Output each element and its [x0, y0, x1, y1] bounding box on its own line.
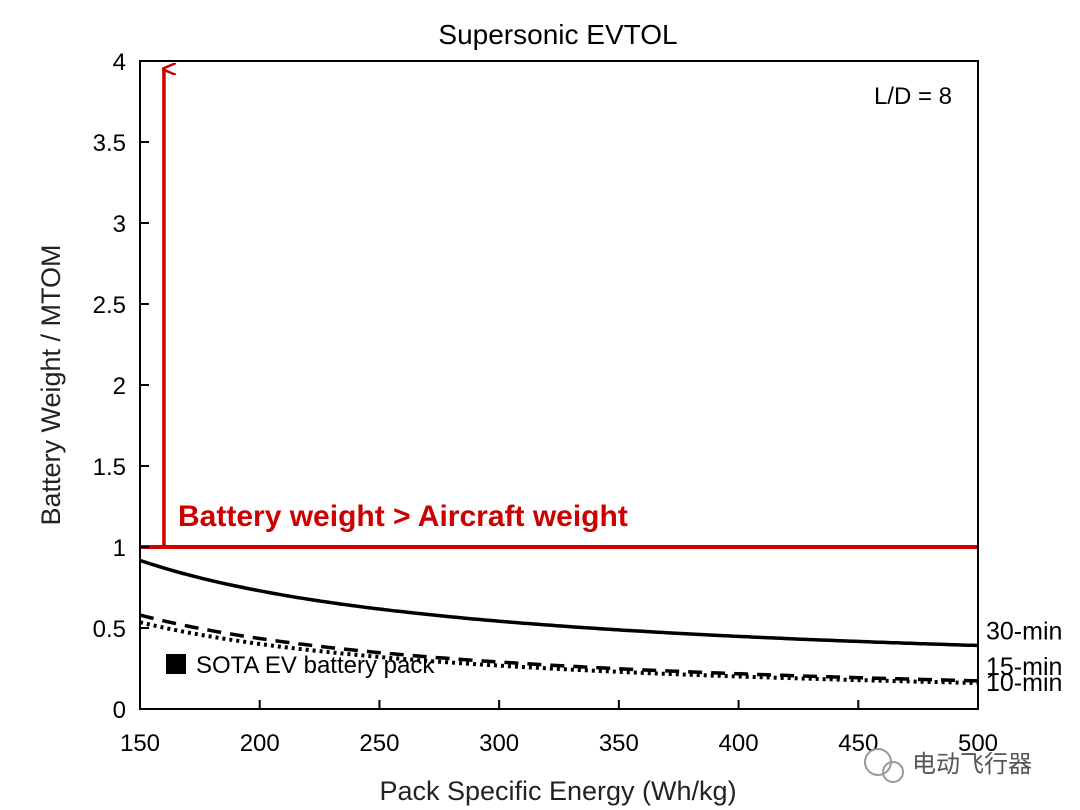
series-label-15-min: 15-min	[986, 653, 1062, 681]
y-tick-label: 2	[113, 373, 126, 400]
threshold-label: Battery weight > Aircraft weight	[178, 500, 628, 533]
x-tick-label: 200	[240, 730, 280, 757]
watermark-text: 电动飞行器	[912, 750, 1032, 778]
axis-ticks: 150 200 250 300 350 400 450 500 0 0.5 1 1.5 2 2.5 3 3.5…	[93, 49, 998, 757]
x-tick-label: 150	[120, 730, 160, 757]
curves	[139, 558, 979, 685]
ld-annotation: L/D = 8	[874, 83, 952, 110]
watermark: 电动飞行器	[864, 748, 1032, 783]
y-tick-label: 1	[113, 535, 126, 562]
y-tick-label: 3	[113, 211, 126, 238]
chart-title: Supersonic EVTOL	[438, 19, 677, 50]
y-tick-label: 0.5	[93, 616, 126, 643]
x-tick-label: 450	[838, 730, 878, 757]
y-tick-label: 0	[113, 697, 126, 724]
y-tick-label: 3.5	[93, 130, 126, 157]
x-tick-label: 350	[599, 730, 639, 757]
y-tick-label: 4	[113, 49, 126, 76]
x-tick-label: 400	[719, 730, 759, 757]
y-axis-title: Battery Weight / MTOM	[36, 244, 66, 525]
sota-legend-swatch	[166, 654, 186, 674]
series-line-10-min	[139, 613, 979, 683]
x-tick-label: 300	[479, 730, 519, 757]
sota-legend-label: SOTA EV battery pack	[196, 652, 435, 679]
x-tick-label: 500	[958, 730, 998, 757]
y-tick-label: 2.5	[93, 292, 126, 319]
series-line-15-min	[139, 620, 979, 685]
plot-frame	[139, 60, 979, 710]
x-axis-title: Pack Specific Energy (Wh/kg)	[379, 776, 736, 806]
x-tick-label: 250	[359, 730, 399, 757]
series-line-30-min	[139, 558, 979, 648]
series-label-30-min: 30-min	[986, 617, 1062, 645]
series-label-10-min: 10-min	[986, 669, 1062, 697]
y-tick-label: 1.5	[93, 454, 126, 481]
